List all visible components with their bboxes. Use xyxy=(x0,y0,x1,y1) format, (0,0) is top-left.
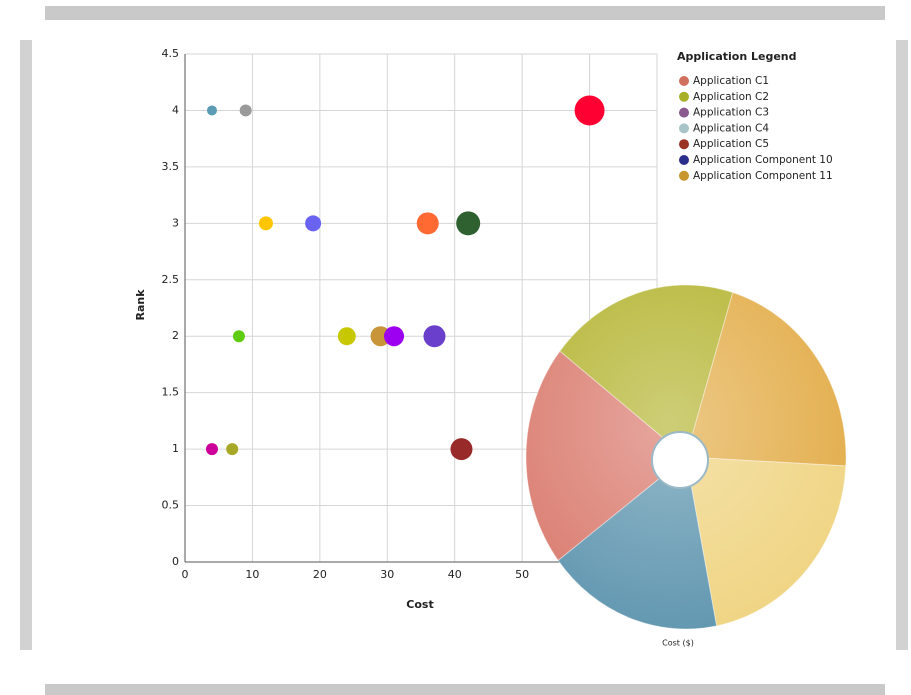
x-tick-label: 10 xyxy=(245,568,259,581)
bubble xyxy=(239,104,252,117)
y-axis-label: Rank xyxy=(134,289,147,321)
bubble xyxy=(384,326,405,347)
bubble xyxy=(205,443,218,456)
pie-hole xyxy=(651,431,709,489)
legend-swatch xyxy=(679,139,689,150)
frame-left xyxy=(20,40,32,650)
y-tick-label: 2.5 xyxy=(162,273,180,286)
legend: Application Legend Application C1 Applicat… xyxy=(677,50,833,182)
bubble xyxy=(258,216,273,231)
bubble xyxy=(450,438,473,461)
y-tick-label: 4 xyxy=(172,103,179,116)
legend-swatch xyxy=(679,76,689,86)
legend-label: Application C1 xyxy=(693,75,769,87)
bubble xyxy=(574,95,605,126)
legend-label: Application C4 xyxy=(693,122,769,134)
bubble xyxy=(423,325,446,348)
pie-label: Cost ($) xyxy=(662,639,694,648)
legend-label: Application Component 11 xyxy=(693,170,833,182)
bubble xyxy=(232,330,245,343)
legend-swatch xyxy=(679,107,689,118)
frame-right xyxy=(896,40,908,650)
frame-bottom xyxy=(45,684,885,695)
legend-label: Application Component 10 xyxy=(693,154,833,166)
y-tick-label: 1 xyxy=(172,442,179,455)
y-tick-label: 0.5 xyxy=(162,499,180,512)
bubble xyxy=(416,212,439,235)
x-tick-label: 30 xyxy=(380,568,394,581)
y-tick-label: 3 xyxy=(172,216,179,229)
y-tick-label: 0 xyxy=(172,555,179,568)
bubble xyxy=(305,215,322,232)
x-tick-label: 20 xyxy=(313,568,327,581)
legend-title: Application Legend xyxy=(677,50,797,63)
y-tick-label: 4.5 xyxy=(162,47,180,60)
y-tick-label: 3.5 xyxy=(162,160,180,173)
y-tick-label: 1.5 xyxy=(162,386,180,399)
bubble xyxy=(206,105,217,116)
x-tick-label: 50 xyxy=(515,568,529,581)
pie-chart: Cost ($) xyxy=(525,284,847,648)
legend-swatch xyxy=(679,170,689,181)
legend-label: Application C5 xyxy=(693,138,769,150)
legend-label: Application C3 xyxy=(693,107,769,119)
bubble xyxy=(456,211,481,236)
x-tick-label: 40 xyxy=(448,568,462,581)
x-tick-label: 0 xyxy=(182,568,189,581)
bubble xyxy=(337,327,356,346)
bubble xyxy=(226,443,239,456)
legend-label: Application C2 xyxy=(693,91,769,103)
legend-swatch xyxy=(679,155,689,165)
y-tick-label: 2 xyxy=(172,329,179,342)
x-axis-label: Cost xyxy=(406,598,433,611)
legend-swatch xyxy=(679,91,689,102)
frame-top xyxy=(45,6,885,20)
legend-swatch xyxy=(679,123,689,134)
